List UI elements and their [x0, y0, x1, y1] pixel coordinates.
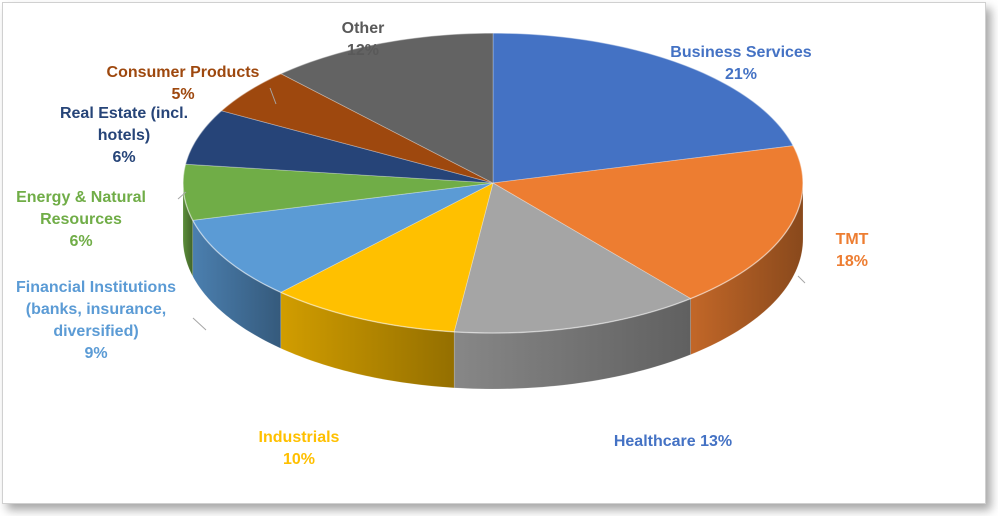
leader-line: [797, 275, 806, 284]
slice-side-energy-natural-resources: [182, 182, 194, 277]
slice-tmt: [491, 145, 804, 300]
data-label-consumer-products: Consumer Products 5%: [107, 64, 260, 103]
pie-rim: [182, 32, 804, 334]
data-label-business-services: Business Services 21%: [670, 44, 812, 83]
slice-industrials: [279, 182, 494, 333]
leader-line: [192, 317, 207, 331]
slice-other: [279, 32, 494, 184]
data-label-financial-institutions-banks-insurance-diversified: Financial Institutions (banks, insurance,…: [16, 279, 176, 362]
slice-healthcare: [453, 182, 692, 334]
data-label-healthcare: Healthcare 13%: [614, 433, 732, 450]
leader-line: [177, 191, 187, 200]
slice-real-estate-incl-hotels: [184, 110, 494, 184]
data-label-tmt: TMT 18%: [836, 231, 869, 270]
data-label-real-estate-incl-hotels: Real Estate (incl. hotels) 6%: [60, 105, 188, 166]
data-label-energy-natural-resources: Energy & Natural Resources 6%: [16, 189, 146, 250]
data-label-other: Other 12%: [342, 20, 385, 59]
data-label-industrials: Industrials 10%: [259, 429, 340, 468]
slice-energy-natural-resources: [182, 163, 494, 221]
slice-business-services: [492, 32, 794, 184]
slice-financial-institutions-banks-insurance-diversified: [192, 182, 494, 293]
slice-consumer-products: [220, 73, 494, 184]
leader-line: [269, 87, 277, 105]
